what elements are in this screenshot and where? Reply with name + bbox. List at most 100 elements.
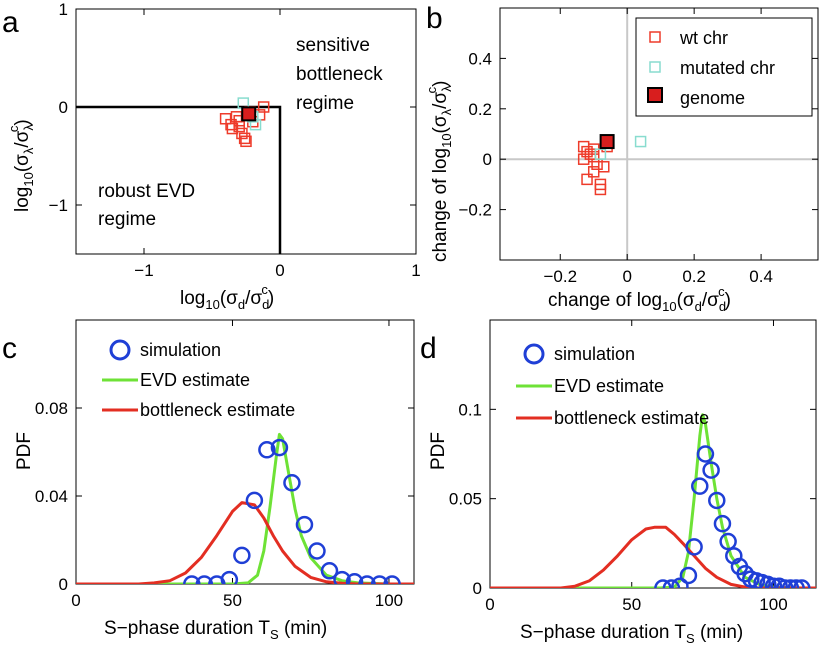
panel-d-ticks: 0 50 100 0 0.05 0.1: [449, 320, 816, 614]
annotation-line: robust EVD: [98, 181, 195, 202]
panel-c-simulation-point: [333, 570, 351, 584]
panel-c-simulation-point: [320, 562, 339, 580]
legend-label-simulation: simulation: [554, 344, 635, 364]
annotation-line: sensitive: [296, 35, 370, 56]
panel-c-simulation-point: [220, 570, 239, 584]
panel-d-y-axis-label: PDF: [428, 432, 449, 470]
panel-a-axes-frame: [75, 8, 417, 255]
panel-c-y-axis-label: PDF: [14, 432, 35, 470]
panel-d-simulation-point: [719, 532, 737, 551]
panel-d-legend: simulation EVD estimate bottleneck estim…: [516, 343, 709, 428]
panel-d-simulation-point: [770, 577, 788, 588]
panel-c-simulation-point: [358, 575, 376, 584]
panel-c: c 0 50 100 0 0.04 0.08 simulation EVD estimat…: [2, 319, 415, 642]
panel-c-simulation-point: [370, 575, 389, 584]
panel-a-point-wt-chr: [257, 101, 270, 113]
panel-d: d 0 50 100 0 0.05 0.1 simulation EVD estimate…: [420, 319, 817, 646]
panel-a-point-genome: [241, 106, 257, 122]
panel-b-point-wt-chr: [581, 173, 593, 186]
panel-c-legend: simulation EVD estimate bottleneck estim…: [102, 339, 295, 420]
panel-c-simulation-point: [295, 515, 314, 534]
panel-d-x-tick-label: 50: [622, 595, 641, 614]
panel-a-point-wt-chr: [240, 135, 252, 148]
panel-d-letter: d: [420, 332, 437, 365]
panel-c-x-tick-label: 50: [223, 591, 242, 610]
panel-c-simulation-point: [233, 546, 251, 565]
panel-d-y-tick-label: 0.05: [449, 490, 482, 509]
annotation-line: regime: [296, 93, 354, 114]
panel-b-x-tick-label: 0: [622, 267, 631, 286]
legend-label-evd: EVD estimate: [554, 376, 664, 396]
panel-b: b −0.2 0 0.2 0.4 −0.2 0 0.2 0.4 wt chr mutated …: [424, 2, 819, 314]
panel-c-letter: c: [2, 332, 17, 365]
panel-b-y-tick-label: 0: [483, 150, 492, 169]
panel-c-simulation-point: [183, 575, 201, 584]
legend-label-wt-chr: wt chr: [679, 28, 728, 48]
panel-b-y-tick-label: 0.2: [468, 100, 492, 119]
panel-d-simulation-point: [662, 579, 681, 588]
panel-d-simulation-point: [679, 566, 698, 585]
panel-d-simulation-point: [793, 579, 811, 588]
panel-b-zero-lines: [500, 8, 818, 260]
panel-d-simulation-point: [747, 572, 766, 588]
panel-d-y-tick-label: 0: [473, 579, 482, 598]
panel-c-simulation-point: [283, 474, 301, 492]
panel-c-simulation-point: [245, 491, 264, 510]
panel-a-y-axis-label: log10(σλ/σλc): [6, 119, 36, 212]
legend-marker-genome: [647, 87, 663, 103]
panel-d-evd-curve: [490, 413, 816, 588]
panel-b-point-wt-chr: [587, 166, 600, 178]
panel-c-simulation-point: [308, 542, 326, 560]
annotation-line: regime: [98, 209, 156, 230]
panel-d-simulation-point: [787, 579, 805, 588]
panel-d-curves: [490, 413, 816, 588]
panel-a-ticks: −1 0 1 −1 0 1: [49, 0, 421, 280]
panel-a: a −1 0 1 −1 0 1 sensitive bottleneck regime r…: [2, 0, 421, 312]
panel-c-y-tick-label: 0.04: [35, 487, 68, 506]
panel-a-x-tick-label: −1: [134, 261, 153, 280]
panel-b-y-tick-label: 0.4: [468, 49, 492, 68]
panel-c-simulation-point: [208, 575, 226, 584]
panel-a-regime-boundary: [76, 105, 282, 254]
panel-b-x-axis-label: change of log10(σd/σdc): [548, 284, 731, 314]
panel-c-ticks: 0 50 100 0 0.04 0.08: [35, 320, 414, 610]
panel-c-y-tick-label: 0.08: [35, 399, 68, 418]
panel-b-axes-frame: [499, 7, 819, 261]
panel-c-x-tick-label: 100: [375, 591, 403, 610]
panel-d-simulation-point: [781, 579, 800, 588]
panel-d-simulation-points: [654, 445, 811, 588]
annotation-robust-regime: robust EVD regime: [98, 181, 200, 230]
panel-c-simulation-point: [383, 575, 401, 584]
panel-d-simulation-point: [776, 579, 794, 588]
panel-d-y-tick-label: 0.1: [458, 400, 482, 419]
annotation-sensitive-regime: sensitive bottleneck regime: [296, 35, 388, 114]
panel-b-point-wt-chr: [591, 158, 603, 170]
panel-a-letter: a: [2, 6, 19, 39]
panel-b-x-tick-label: 0.4: [749, 267, 773, 286]
panel-d-simulation-point: [764, 577, 783, 588]
panel-d-simulation-point: [685, 538, 703, 556]
panel-c-axes-frame: [75, 319, 415, 585]
legend-marker-simulation: [523, 343, 545, 365]
panel-b-point-wt-chr: [594, 183, 607, 196]
panel-b-x-tick-label: −0.2: [543, 267, 577, 286]
legend-marker-wt-chr: [649, 31, 661, 43]
panel-a-point-wt-chr: [233, 120, 245, 133]
legend-label-bottleneck: bottleneck estimate: [140, 400, 295, 420]
legend-marker-mutated-chr: [649, 61, 661, 73]
legend-box: [635, 17, 813, 117]
panel-b-y-axis-label: change of log10(σλ/σλc): [424, 81, 454, 262]
legend-label-bottleneck: bottleneck estimate: [554, 408, 709, 428]
panel-c-x-tick-label: 0: [71, 591, 80, 610]
panel-c-simulation-point: [345, 573, 364, 584]
panel-d-bottleneck-curve: [490, 525, 816, 588]
panel-b-y-tick-label: −0.2: [458, 201, 492, 220]
panel-d-x-axis-label: S−phase duration TS (min): [520, 622, 743, 646]
panel-c-y-tick-label: 0: [59, 575, 68, 594]
panel-d-simulation-point: [753, 573, 771, 588]
panel-d-x-tick-label: 100: [759, 595, 787, 614]
legend-label-evd: EVD estimate: [140, 370, 250, 390]
panel-a-y-tick-label: −1: [49, 196, 68, 215]
panel-b-points: [577, 134, 647, 196]
